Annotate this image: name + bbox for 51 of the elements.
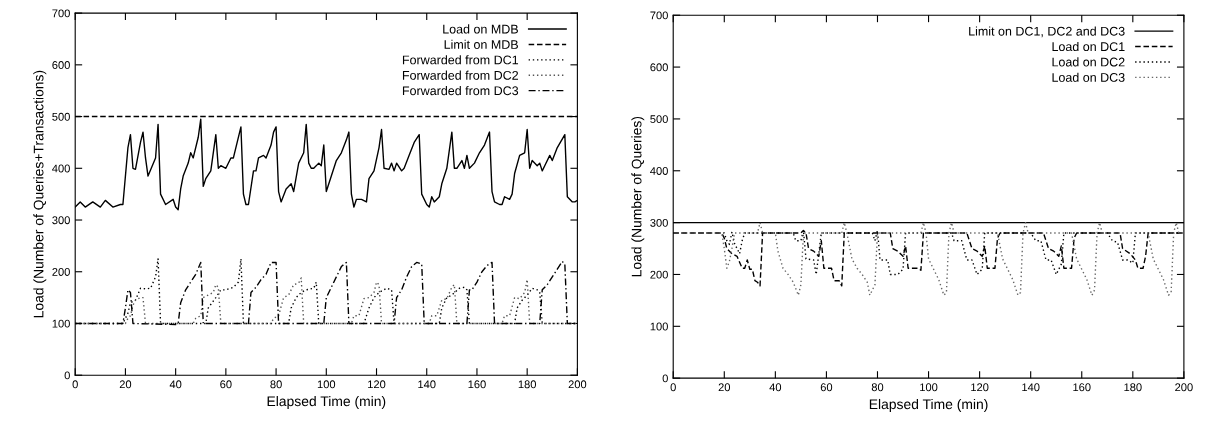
y-tick-label: 400 (52, 164, 70, 173)
legend-label: Load on DC2 (1052, 57, 1125, 67)
x-tick-label: 120 (368, 380, 386, 389)
y-axis-title: Load (Number of Queries) (631, 116, 645, 277)
x-axis-title: Elapsed Time (min) (869, 398, 988, 412)
y-tick-label: 500 (650, 115, 668, 124)
y-tick-label: 400 (650, 167, 668, 175)
x-axis-title: Elapsed Time (min) (267, 395, 386, 409)
y-tick-label: 600 (52, 61, 70, 69)
y-tick-label: 100 (52, 319, 70, 328)
legend-label: Limit on DC1, DC2 and DC3 (969, 26, 1125, 38)
y-tick-label: 300 (52, 216, 70, 225)
legend-label: Forwarded from DC1 (402, 55, 519, 65)
legend-label: Forwarded from DC3 (402, 85, 519, 96)
legend-label: Load on DC1 (1052, 41, 1125, 52)
x-tick-label: 120 (971, 383, 989, 392)
legend-label: Load on MDB (443, 24, 518, 34)
x-tick-label: 0 (72, 380, 78, 389)
x-tick-label: 180 (1124, 383, 1142, 392)
x-tick-label: 60 (820, 383, 833, 392)
x-tick-label: 160 (468, 380, 486, 389)
y-tick-label: 700 (650, 11, 668, 20)
x-tick-label: 200 (568, 380, 587, 389)
y-tick-label: 0 (662, 374, 668, 383)
y-tick-label: 300 (650, 218, 668, 227)
y-tick-label: 100 (650, 322, 668, 331)
x-tick-label: 80 (871, 383, 884, 392)
x-tick-label: 0 (670, 383, 676, 392)
y-tick-label: 700 (52, 9, 70, 18)
x-tick-label: 80 (270, 380, 282, 389)
legend-label: Limit on MDB (444, 39, 518, 49)
x-tick-label: 20 (119, 380, 132, 389)
y-tick-label: 600 (650, 63, 668, 72)
y-tick-label: 200 (650, 270, 668, 279)
y-axis-title: Load (Number of Queries+Transactions) (33, 70, 47, 318)
x-tick-label: 200 (1175, 383, 1193, 392)
x-tick-label: 40 (769, 383, 782, 392)
y-tick-label: 200 (52, 268, 70, 276)
x-tick-label: 100 (920, 383, 938, 392)
x-tick-label: 160 (1073, 383, 1091, 392)
x-tick-label: 40 (169, 380, 182, 389)
x-tick-label: 20 (718, 383, 731, 392)
y-tick-label: 500 (52, 112, 70, 121)
x-tick-label: 60 (220, 380, 232, 389)
x-tick-label: 140 (418, 380, 436, 389)
x-tick-label: 180 (518, 380, 537, 389)
legend-label: Forwarded from DC2 (402, 70, 519, 80)
legend-label: Load on DC3 (1052, 72, 1125, 82)
x-tick-label: 100 (317, 380, 336, 389)
x-tick-label: 140 (1022, 383, 1040, 392)
y-tick-label: 0 (64, 371, 70, 380)
